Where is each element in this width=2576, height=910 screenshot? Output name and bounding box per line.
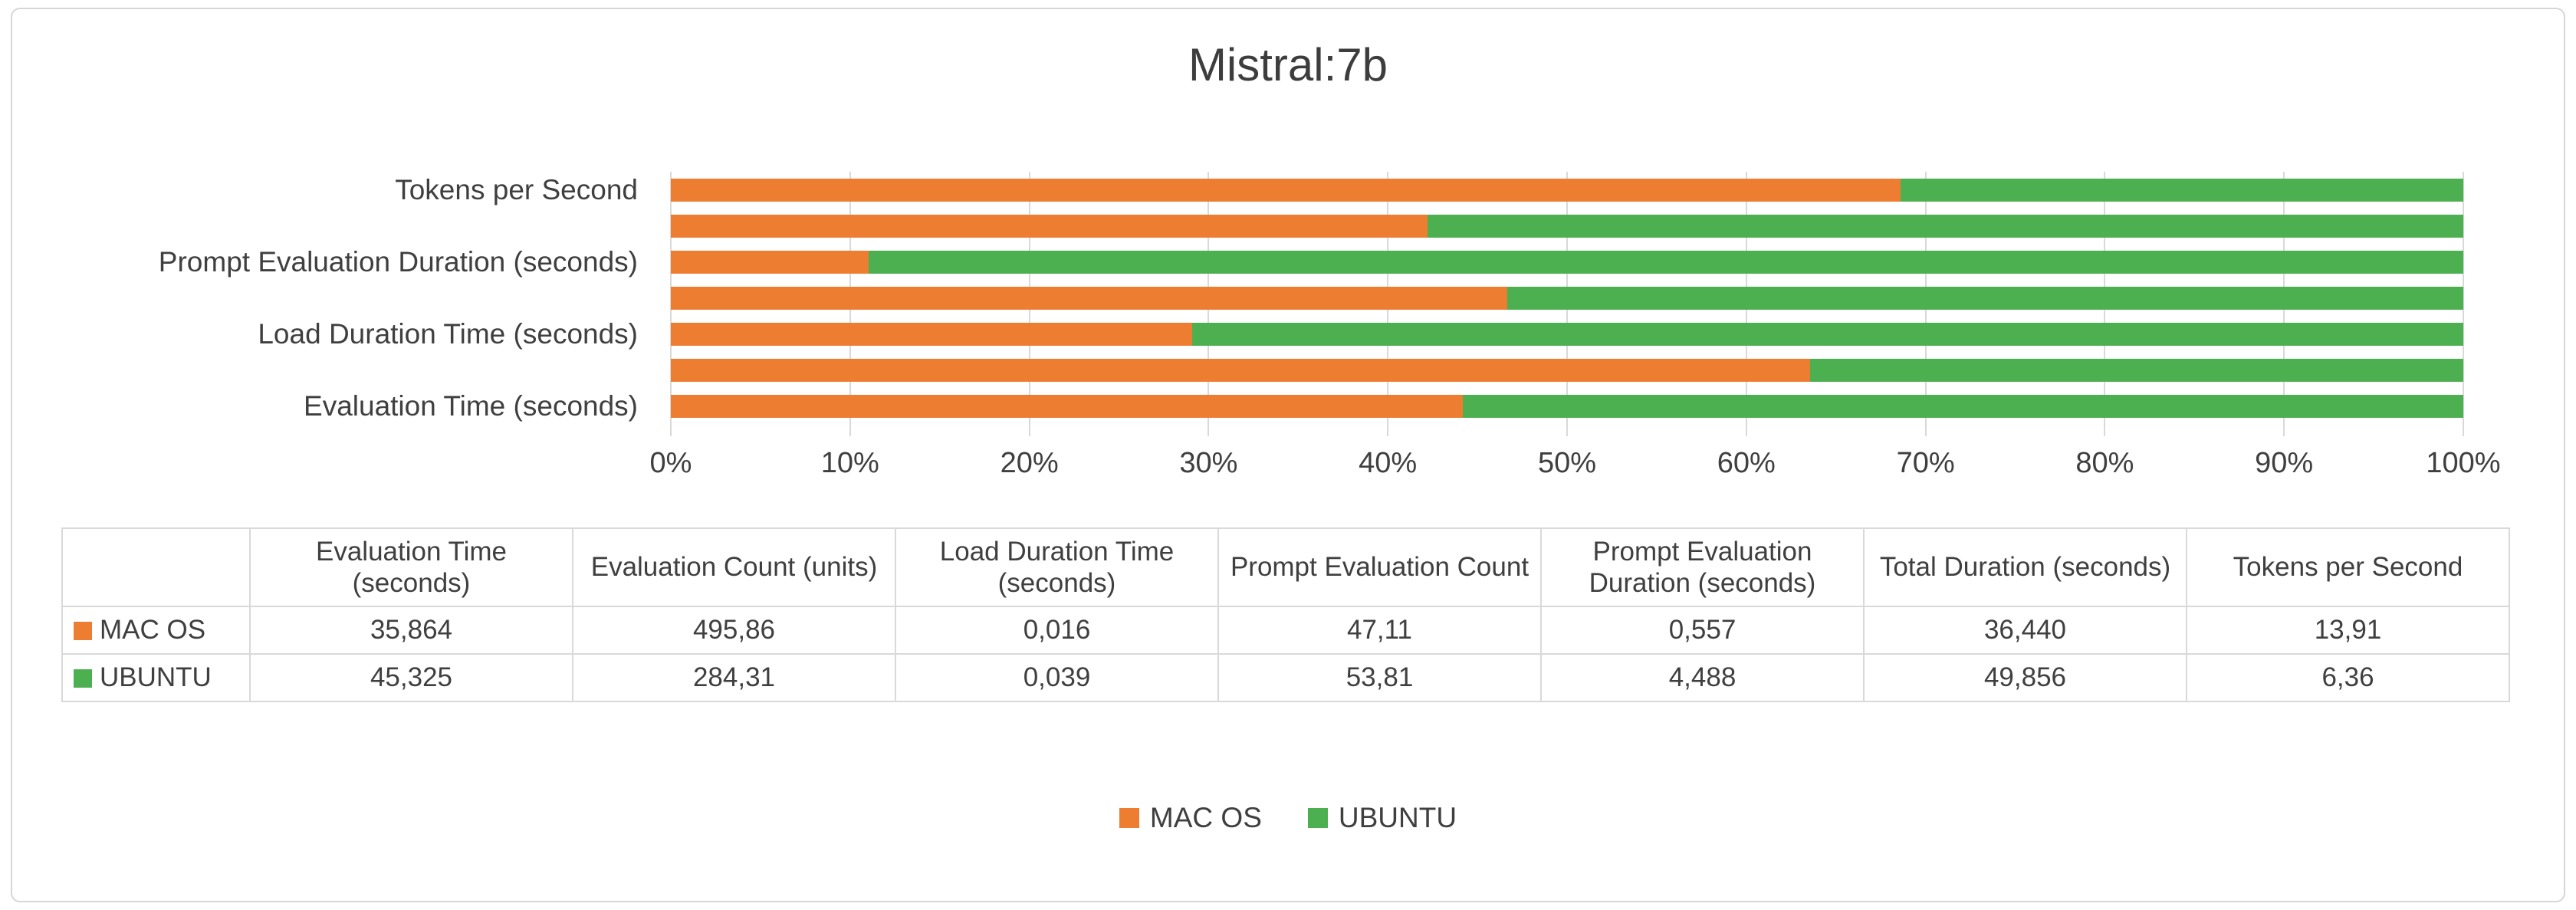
row-key-macos: MAC OS — [61, 606, 251, 655]
x-axis-tick-label: 80% — [2075, 447, 2134, 479]
bar-segment-macos — [671, 286, 1508, 310]
column-header: Evaluation Count (units) — [572, 527, 896, 607]
table-cell: 0,016 — [895, 606, 1219, 655]
stacked-bar — [671, 214, 2463, 238]
bar-rows — [671, 172, 2463, 424]
bar-segment-macos — [671, 322, 1193, 346]
y-axis-label: Evaluation Time (seconds) — [304, 389, 638, 422]
chart-title: Mistral:7b — [1188, 39, 1388, 90]
bar-row-total-duration — [671, 208, 2463, 244]
table-cell: 49,856 — [1863, 653, 2187, 702]
stacked-bar — [671, 358, 2463, 382]
x-axis-tick-label: 20% — [1000, 447, 1059, 479]
table-cell: 4,488 — [1540, 653, 1865, 702]
column-header: Tokens per Second — [2186, 527, 2510, 607]
y-axis-label: Prompt Evaluation Duration (seconds) — [158, 245, 638, 278]
stacked-bar — [671, 322, 2463, 346]
row-label: MAC OS — [100, 615, 206, 646]
table-cell: 13,91 — [2186, 606, 2510, 655]
bar-segment-macos — [671, 214, 1428, 238]
column-header: Prompt Evaluation Duration (seconds) — [1540, 527, 1865, 607]
bar-segment-macos — [671, 178, 1901, 202]
table-cell: 284,31 — [572, 653, 896, 702]
legend-label: MAC OS — [1149, 802, 1262, 833]
bar-segment-ubuntu — [1428, 214, 2463, 238]
table-cell: 6,36 — [2186, 653, 2510, 702]
column-header: Total Duration (seconds) — [1863, 527, 2187, 607]
bar-segment-ubuntu — [1462, 394, 2463, 418]
x-axis-tick-label: 50% — [1537, 447, 1597, 479]
macos-swatch-icon — [1119, 808, 1139, 828]
y-axis-label-empty — [0, 352, 653, 388]
y-axis-labels: Tokens per Second Prompt Evaluation Dura… — [0, 172, 653, 424]
plot-area — [670, 172, 2464, 436]
table-cell: 0,557 — [1540, 606, 1865, 655]
x-axis-tick-label: 30% — [1179, 447, 1238, 479]
bar-segment-ubuntu — [1192, 322, 2463, 346]
table-cell: 0,039 — [895, 653, 1219, 702]
table-cell: 47,11 — [1217, 606, 1542, 655]
legend-item-ubuntu: UBUNTU — [1307, 802, 1457, 834]
x-axis-labels: 0% 10% 20% 30% 40% 50% 60% 70% 80% 90% 1… — [650, 447, 2501, 487]
bar-segment-ubuntu — [1507, 286, 2463, 310]
x-axis-tick-label: 40% — [1359, 447, 1418, 479]
x-axis-tick-label: 60% — [1717, 447, 1776, 479]
bar-row-prompt-evaluation-count — [671, 280, 2463, 316]
y-axis-label: Tokens per Second — [395, 173, 638, 205]
stacked-bar — [671, 178, 2463, 202]
gridline — [2463, 172, 2464, 436]
table-cell: 495,86 — [572, 606, 896, 655]
legend-label: UBUNTU — [1338, 802, 1457, 833]
chart-legend: MAC OS UBUNTU — [0, 802, 2576, 834]
table-cell: 45,325 — [249, 653, 573, 702]
y-axis-label-empty — [0, 208, 653, 244]
y-axis-label-empty — [0, 280, 653, 316]
stacked-bar — [671, 250, 2463, 274]
bar-segment-ubuntu — [1901, 178, 2463, 202]
table-cell: 35,864 — [249, 606, 573, 655]
column-header: Evaluation Time (seconds) — [249, 527, 573, 607]
bar-row-evaluation-time — [671, 388, 2463, 424]
row-label: UBUNTU — [100, 662, 212, 693]
x-axis-tick-label: 10% — [820, 447, 879, 479]
table-corner-cell — [61, 527, 251, 607]
table-row-macos: MAC OS 35,864 495,86 0,016 47,11 0,557 3… — [61, 606, 2510, 655]
bar-segment-ubuntu — [869, 250, 2463, 274]
y-axis-label: Load Duration Time (seconds) — [258, 317, 638, 350]
legend-item-macos: MAC OS — [1119, 802, 1262, 834]
stacked-bar — [671, 394, 2463, 418]
bar-row-prompt-evaluation-duration — [671, 244, 2463, 280]
x-axis-tick-label: 70% — [1896, 447, 1955, 479]
column-header: Load Duration Time (seconds) — [895, 527, 1219, 607]
column-header: Prompt Evaluation Count — [1217, 527, 1542, 607]
bar-segment-macos — [671, 250, 869, 274]
x-axis-tick-label: 0% — [649, 447, 692, 479]
table-header-row: Evaluation Time (seconds) Evaluation Cou… — [61, 527, 2510, 607]
table-row-ubuntu: UBUNTU 45,325 284,31 0,039 53,81 4,488 4… — [61, 653, 2510, 702]
bar-segment-ubuntu — [1810, 358, 2463, 382]
bar-segment-macos — [671, 358, 1811, 382]
table-cell: 36,440 — [1863, 606, 2187, 655]
ubuntu-swatch-icon — [1307, 808, 1328, 828]
bar-segment-macos — [671, 394, 1463, 418]
bar-row-tokens-per-second — [671, 172, 2463, 208]
metrics-table: Evaluation Time (seconds) Evaluation Cou… — [61, 527, 2510, 702]
macos-swatch-icon — [74, 622, 92, 641]
table-cell: 53,81 — [1217, 653, 1542, 702]
bar-row-load-duration-time — [671, 316, 2463, 352]
ubuntu-swatch-icon — [74, 669, 92, 688]
row-key-ubuntu: UBUNTU — [61, 653, 251, 702]
x-axis-tick-label: 100% — [2426, 447, 2501, 479]
x-axis-tick-label: 90% — [2255, 447, 2314, 479]
stacked-bar — [671, 286, 2463, 310]
bar-row-evaluation-count — [671, 352, 2463, 388]
chart-frame — [11, 8, 2565, 902]
